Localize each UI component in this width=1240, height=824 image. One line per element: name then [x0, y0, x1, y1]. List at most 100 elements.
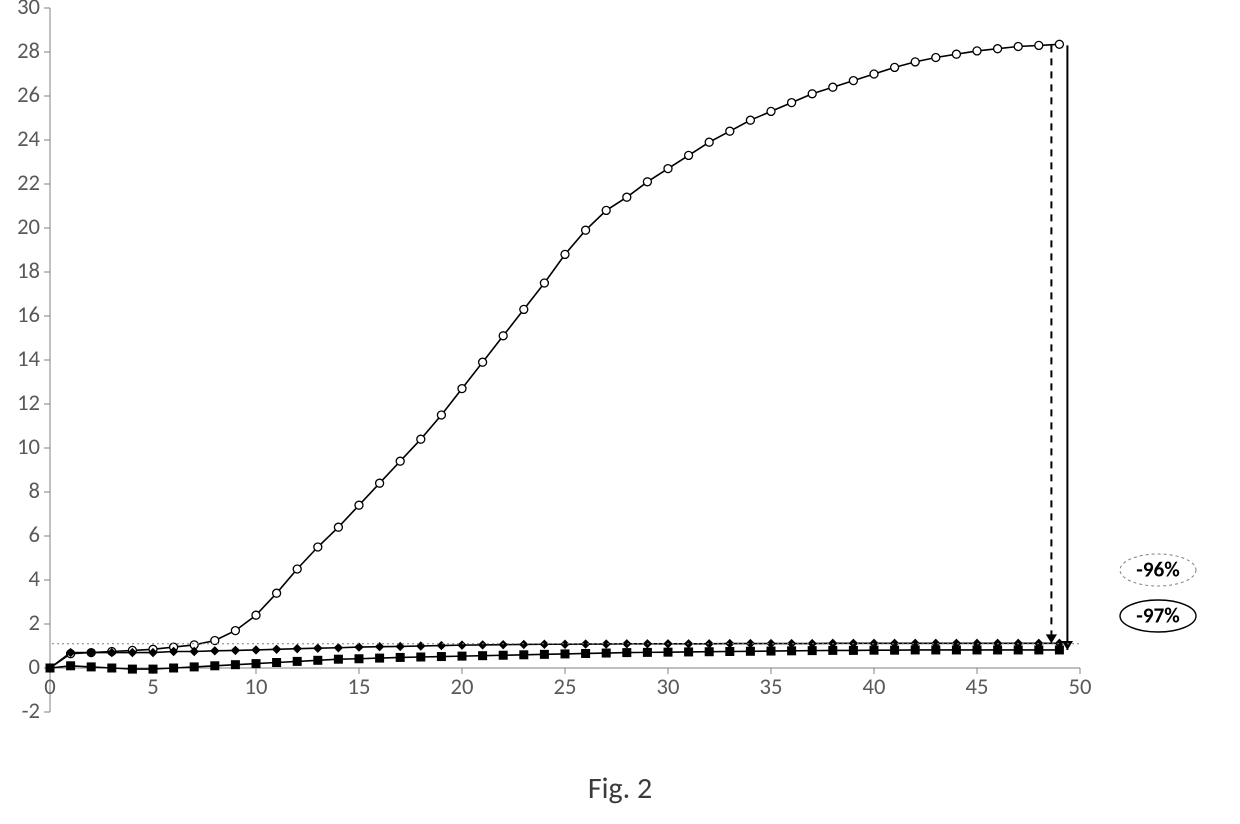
- y-tick-label: 6: [29, 521, 40, 549]
- marker: [437, 642, 445, 650]
- x-tick-label: 0: [44, 673, 55, 701]
- marker: [705, 648, 713, 656]
- marker: [973, 47, 981, 55]
- marker: [994, 646, 1002, 654]
- figure-caption: Fig. 2: [0, 770, 1240, 807]
- marker: [829, 83, 837, 91]
- marker: [499, 332, 507, 340]
- y-tick-label: 26: [17, 81, 40, 109]
- marker: [561, 650, 569, 658]
- marker: [891, 646, 899, 654]
- marker: [231, 646, 239, 654]
- marker: [273, 645, 281, 653]
- x-tick-label: 10: [245, 673, 268, 701]
- marker: [664, 165, 672, 173]
- y-tick-label: 2: [29, 609, 40, 637]
- marker: [1035, 646, 1043, 654]
- marker: [479, 358, 487, 366]
- marker: [417, 435, 425, 443]
- y-tick-label: 28: [17, 37, 40, 65]
- marker: [1055, 646, 1063, 654]
- marker: [417, 653, 425, 661]
- y-tick-label: 24: [17, 125, 40, 153]
- marker: [293, 565, 301, 573]
- marker: [479, 641, 487, 649]
- marker: [458, 385, 466, 393]
- marker: [149, 665, 157, 673]
- marker: [808, 647, 816, 655]
- marker: [334, 523, 342, 531]
- y-tick-label: 18: [17, 257, 40, 285]
- x-tick-label: 15: [348, 673, 371, 701]
- x-tick-label: 50: [1069, 673, 1092, 701]
- marker: [87, 663, 95, 671]
- marker: [355, 655, 363, 663]
- marker: [1014, 646, 1022, 654]
- figure-container: -202468101214161820222426283005101520253…: [0, 0, 1240, 824]
- y-tick-label: 30: [17, 0, 40, 21]
- marker: [664, 648, 672, 656]
- y-tick-label: 16: [17, 301, 40, 329]
- marker: [437, 411, 445, 419]
- marker: [932, 646, 940, 654]
- marker: [231, 661, 239, 669]
- marker: [952, 50, 960, 58]
- marker: [582, 649, 590, 657]
- marker: [767, 107, 775, 115]
- marker: [520, 651, 528, 659]
- marker: [870, 646, 878, 654]
- marker: [211, 647, 219, 655]
- marker: [870, 70, 878, 78]
- marker: [561, 250, 569, 258]
- marker: [211, 662, 219, 670]
- marker: [994, 45, 1002, 53]
- marker: [479, 652, 487, 660]
- x-tick-label: 40: [863, 673, 886, 701]
- marker: [952, 646, 960, 654]
- marker: [499, 651, 507, 659]
- marker: [314, 644, 322, 652]
- marker: [726, 127, 734, 135]
- marker: [396, 457, 404, 465]
- marker: [932, 54, 940, 62]
- marker: [334, 655, 342, 663]
- x-tick-label: 25: [554, 673, 577, 701]
- marker: [685, 648, 693, 656]
- marker: [273, 589, 281, 597]
- marker: [1035, 41, 1043, 49]
- marker: [128, 665, 136, 673]
- marker: [437, 653, 445, 661]
- marker: [520, 305, 528, 313]
- marker: [788, 99, 796, 107]
- y-tick-label: 12: [17, 389, 40, 417]
- marker: [746, 116, 754, 124]
- marker: [602, 649, 610, 657]
- marker: [252, 611, 260, 619]
- callout-label: -96%: [1136, 557, 1180, 583]
- marker: [849, 646, 857, 654]
- marker: [231, 627, 239, 635]
- marker: [252, 646, 260, 654]
- marker: [685, 151, 693, 159]
- marker: [705, 138, 713, 146]
- marker: [458, 652, 466, 660]
- marker: [46, 664, 54, 672]
- y-tick-label: 14: [17, 345, 40, 373]
- marker: [891, 63, 899, 71]
- marker: [376, 654, 384, 662]
- marker: [911, 58, 919, 66]
- marker: [643, 648, 651, 656]
- y-tick-label: 4: [29, 565, 41, 593]
- y-tick-label: 10: [17, 433, 40, 461]
- marker: [376, 479, 384, 487]
- marker: [334, 644, 342, 652]
- series-line: [50, 650, 1059, 669]
- marker: [808, 90, 816, 98]
- dashed-arrow-head: [1046, 634, 1057, 643]
- marker: [499, 641, 507, 649]
- x-tick-label: 45: [966, 673, 989, 701]
- x-tick-label: 35: [760, 673, 783, 701]
- series-line: [50, 643, 1059, 668]
- marker: [190, 663, 198, 671]
- marker: [314, 543, 322, 551]
